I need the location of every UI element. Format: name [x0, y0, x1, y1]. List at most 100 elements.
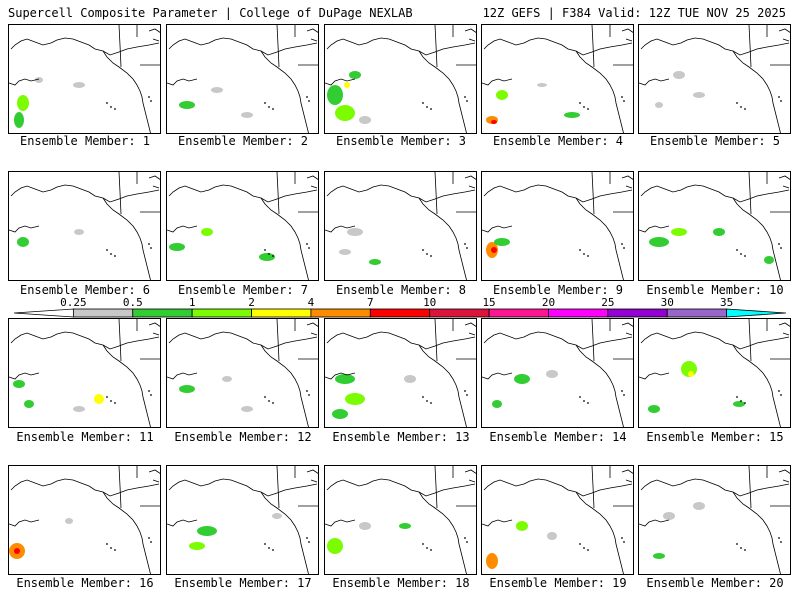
colorbar-tick-label: 7 — [367, 296, 374, 309]
map-svg — [639, 466, 790, 574]
coastline — [418, 197, 467, 280]
ensemble-map-panel — [166, 465, 319, 575]
island — [106, 249, 108, 251]
scp-contour-area — [259, 253, 275, 261]
colorbar-segment — [251, 308, 312, 318]
scp-contour-area — [496, 90, 508, 100]
coastline — [310, 185, 318, 189]
island — [148, 537, 150, 539]
coastline — [434, 319, 438, 362]
coastline — [482, 78, 513, 86]
coastline — [167, 78, 198, 86]
coastline — [326, 184, 476, 203]
coastline — [306, 175, 318, 180]
island — [110, 106, 112, 108]
scp-contour-area — [345, 393, 365, 405]
ensemble-member-label: Ensemble Member: 9 — [492, 283, 624, 297]
coastline — [310, 38, 318, 42]
coastline — [152, 38, 160, 42]
coastline — [621, 28, 633, 33]
island — [464, 96, 466, 98]
coastline — [748, 319, 752, 362]
island — [306, 537, 308, 539]
coastline — [167, 372, 198, 380]
coastline — [778, 28, 790, 33]
map-svg — [639, 25, 790, 133]
island — [264, 249, 266, 251]
coastline — [167, 225, 198, 233]
island — [466, 100, 468, 102]
coastline — [575, 344, 624, 427]
island — [110, 253, 112, 255]
ensemble-map-panel — [638, 171, 791, 281]
coastline — [732, 491, 781, 574]
ensemble-member-label: Ensemble Member: 8 — [335, 283, 467, 297]
coastline — [434, 466, 438, 509]
coastline — [148, 28, 160, 33]
ensemble-map-panel — [324, 24, 477, 134]
island — [583, 253, 585, 255]
island — [272, 549, 274, 551]
scp-contour-area — [547, 532, 557, 540]
island — [106, 102, 108, 104]
coastline — [482, 519, 513, 527]
map-svg — [639, 319, 790, 427]
island — [736, 543, 738, 545]
coastline — [260, 491, 309, 574]
ensemble-map-panel — [8, 465, 161, 575]
island — [272, 255, 274, 257]
coastline — [591, 466, 595, 509]
island — [621, 243, 623, 245]
ensemble-member-label: Ensemble Member: 1 — [19, 134, 151, 148]
colorbar-segment — [369, 308, 431, 318]
ensemble-member-label: Ensemble Member: 15 — [646, 430, 784, 444]
island — [426, 106, 428, 108]
coastline — [591, 319, 595, 362]
map-svg — [167, 172, 318, 280]
coastline — [306, 322, 318, 327]
ensemble-member-label: Ensemble Member: 12 — [174, 430, 312, 444]
map-svg — [325, 172, 476, 280]
scp-contour-area — [17, 95, 29, 111]
scp-contour-area — [74, 229, 84, 235]
coastline — [152, 332, 160, 336]
scp-contour-area — [516, 521, 528, 531]
island — [740, 400, 742, 402]
coastline — [483, 37, 633, 56]
ensemble-map-panel — [166, 171, 319, 281]
coastline — [167, 519, 198, 527]
coastline — [748, 466, 752, 509]
ensemble-member-label: Ensemble Member: 18 — [332, 576, 470, 590]
scp-contour-area — [491, 247, 497, 253]
scp-contour-area — [491, 120, 497, 124]
coastline — [418, 50, 467, 133]
scp-contour-area — [335, 374, 355, 384]
scp-contour-area — [24, 400, 34, 408]
coastline — [639, 225, 670, 233]
scp-contour-area — [201, 228, 213, 236]
coastline — [640, 331, 790, 350]
scp-contour-area — [189, 542, 205, 550]
colorbar-tick-label: 15 — [482, 296, 495, 309]
header-right-title: 12Z GEFS | F384 Valid: 12Z TUE NOV 25 20… — [482, 6, 786, 20]
island — [268, 547, 270, 549]
ensemble-map-panel — [481, 318, 634, 428]
coastline — [276, 172, 280, 215]
ensemble-member-label: Ensemble Member: 19 — [489, 576, 627, 590]
island — [583, 106, 585, 108]
scp-contour-area — [335, 105, 355, 121]
coastline — [152, 185, 160, 189]
coastline — [732, 344, 781, 427]
coastline — [575, 50, 624, 133]
coastline — [434, 25, 438, 68]
colorbar-segment — [666, 308, 728, 318]
coastline — [782, 38, 790, 42]
coastline — [464, 28, 476, 33]
coastline — [260, 50, 309, 133]
colorbar-segment — [72, 308, 134, 318]
island — [579, 543, 581, 545]
island — [623, 541, 625, 543]
island — [268, 400, 270, 402]
scp-contour-area — [35, 77, 43, 83]
ensemble-member-label: Ensemble Member: 3 — [335, 134, 467, 148]
